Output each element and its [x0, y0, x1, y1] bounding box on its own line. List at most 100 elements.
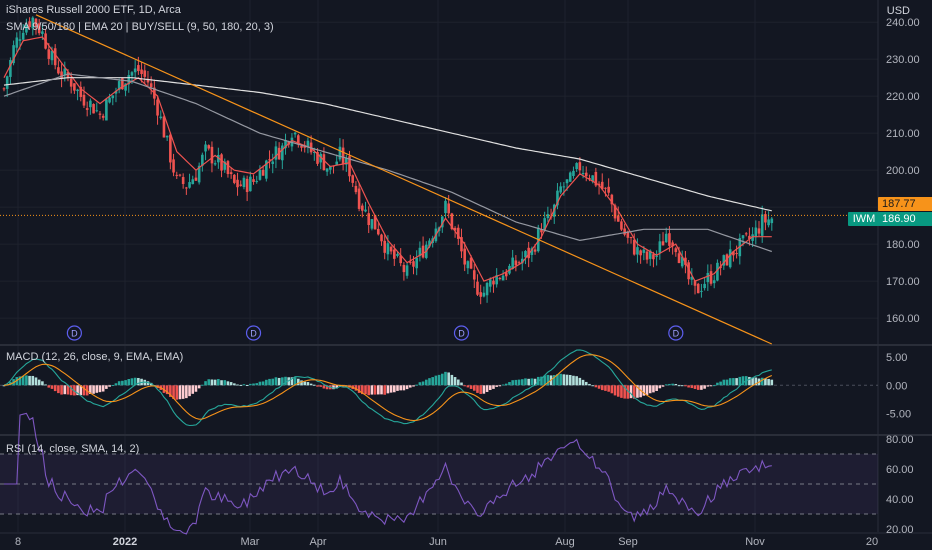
macd-histogram-bar: [655, 385, 658, 391]
candle-body: [712, 280, 716, 284]
candle-body: [185, 187, 188, 189]
macd-histogram-bar: [252, 383, 255, 386]
macd-histogram-bar: [290, 377, 294, 386]
candle-body: [9, 59, 12, 77]
candle-body: [581, 172, 585, 174]
macd-histogram-bar: [623, 385, 626, 399]
candle-body: [18, 39, 22, 41]
macd-histogram-bar: [405, 385, 409, 390]
candle-body: [504, 272, 508, 277]
candle-body: [399, 255, 402, 264]
macd-histogram-bar: [594, 385, 598, 388]
candle-body: [732, 251, 735, 256]
macd-histogram-bar: [303, 381, 307, 386]
dividend-label: D: [458, 329, 465, 339]
candle-body: [60, 71, 63, 79]
candle-body: [418, 247, 422, 256]
candle-body: [233, 174, 236, 183]
candle-body: [108, 97, 111, 103]
macd-histogram-bar: [370, 385, 374, 395]
macd-histogram-bar: [229, 382, 233, 386]
macd-histogram-bar: [249, 383, 252, 386]
candle-body: [440, 216, 444, 228]
candle-body: [386, 243, 390, 255]
macd-histogram-bar: [15, 377, 19, 386]
macd-histogram-bar: [383, 385, 387, 395]
macd-legend[interactable]: MACD (12, 26, close, 9, EMA, EMA): [6, 351, 184, 363]
candle-body: [485, 282, 489, 296]
macd-histogram-bar: [581, 379, 585, 386]
candle-body: [664, 233, 668, 243]
macd-histogram-bar: [511, 380, 514, 386]
macd-histogram-bar: [719, 381, 722, 386]
candle-body: [319, 153, 323, 163]
candle-body: [556, 190, 559, 206]
candle-body: [466, 261, 470, 269]
currency-label: USD: [886, 5, 910, 17]
candle-body: [191, 179, 195, 185]
macd-histogram-bar: [597, 385, 601, 389]
candle-body: [671, 242, 674, 247]
macd-histogram-bar: [712, 385, 716, 387]
macd-histogram-bar: [572, 375, 575, 386]
macd-histogram-bar: [34, 377, 38, 386]
indicators-legend[interactable]: SMA 9/50/180 | EMA 20 | BUY/SELL (9, 50,…: [6, 21, 274, 33]
macd-histogram-bar: [402, 385, 406, 391]
candle-body: [143, 70, 147, 77]
macd-histogram-bar: [172, 385, 175, 399]
macd-histogram-bar: [472, 385, 476, 391]
candle-body: [57, 67, 60, 74]
candle-body: [524, 250, 527, 258]
candle-body: [620, 221, 623, 230]
candle-body: [223, 161, 227, 170]
macd-histogram-bar: [616, 385, 620, 397]
macd-histogram-bar: [377, 385, 380, 395]
candle-body: [546, 214, 550, 219]
candle-body: [741, 235, 745, 239]
macd-histogram-bar: [226, 381, 230, 386]
series-sma_slow: [3, 77, 772, 212]
dividend-marker: [245, 325, 262, 341]
candle-body: [408, 261, 412, 263]
macd-histogram-bar: [137, 377, 140, 386]
rsi-legend[interactable]: RSI (14, close, SMA, 14, 2): [6, 443, 140, 455]
candle-body: [329, 165, 332, 170]
macd-histogram-bar: [66, 385, 70, 395]
macd-histogram-bar: [469, 385, 473, 389]
macd-histogram-bar: [754, 377, 758, 386]
macd-histogram-bar: [741, 376, 745, 386]
candle-body: [568, 172, 572, 182]
candle-body: [604, 187, 607, 189]
candle-body: [463, 248, 466, 265]
macd-histogram-bar: [245, 385, 249, 387]
candle-body: [28, 21, 31, 28]
macd-histogram-bar: [21, 375, 25, 386]
macd-histogram-bar: [738, 376, 742, 386]
candle-body: [364, 209, 367, 212]
macd-histogram-bar: [306, 382, 310, 386]
macd-histogram-bar: [607, 385, 610, 392]
macd-histogram-bar: [60, 385, 63, 395]
macd-histogram-bar: [466, 385, 470, 388]
macd-line: [3, 349, 772, 427]
candle-body: [156, 99, 159, 116]
macd-histogram-bar: [293, 377, 297, 386]
macd-histogram-bar: [361, 385, 364, 395]
candle-body: [754, 227, 758, 238]
candle-body: [655, 255, 658, 257]
macd-histogram-bar: [652, 385, 655, 393]
macd-histogram-bar: [600, 385, 604, 391]
candle-body: [5, 76, 9, 89]
candle-body: [50, 50, 54, 61]
candle-body: [722, 255, 726, 266]
macd-histogram-bar: [690, 385, 694, 389]
candle-body: [760, 214, 764, 236]
candle-body: [306, 140, 310, 147]
candle-body: [194, 177, 198, 181]
price-axis-tick: 240.00: [886, 17, 920, 29]
candle-body: [584, 172, 588, 177]
candle-body: [476, 281, 479, 295]
candle-body: [543, 218, 546, 231]
candle-body: [335, 161, 339, 165]
